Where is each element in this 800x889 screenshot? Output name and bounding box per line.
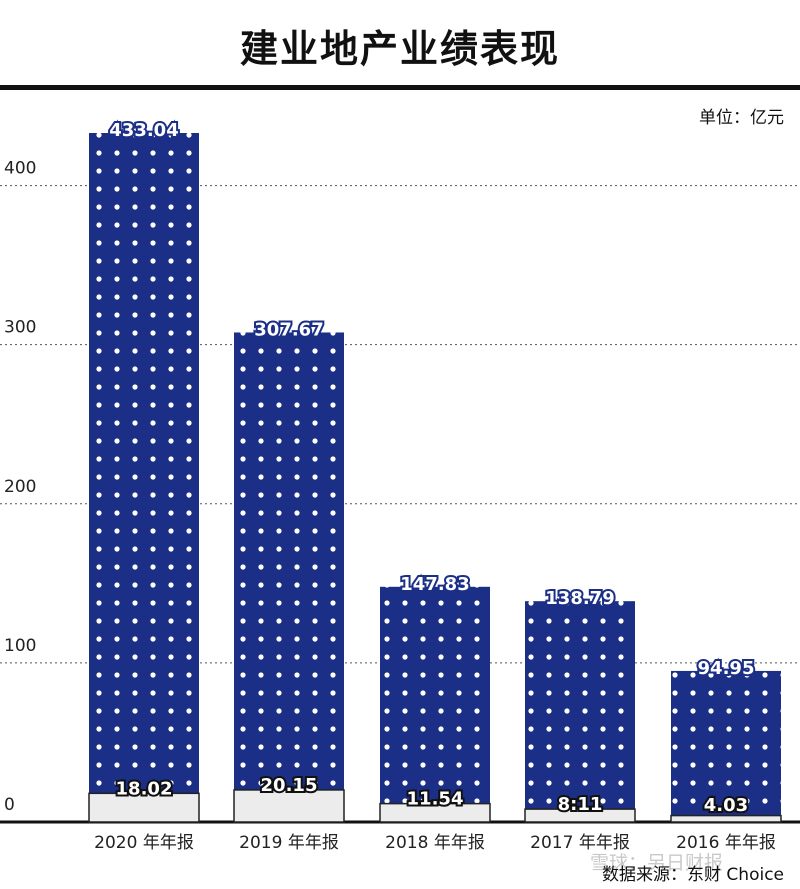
watermark: 雪球：另日财报: [590, 852, 724, 874]
bar: [525, 601, 635, 822]
sub-bar-value-label: 18.02: [116, 778, 173, 799]
sub-bar-value-label: 4.03: [704, 795, 748, 816]
bar: [234, 332, 344, 822]
bar-value-label: 433.04: [109, 120, 178, 141]
x-tick-label: 2020 年年报: [94, 833, 194, 853]
bar-value-label: 307.67: [254, 319, 323, 340]
sub-bar: [524, 808, 636, 823]
bar-value-label: 138.79: [545, 588, 614, 609]
bar: [89, 133, 199, 822]
bar-value-label: 147.83: [400, 574, 469, 595]
chart-title: 建业地产业绩表现: [239, 27, 560, 71]
bar: [380, 586, 490, 822]
title-divider: [0, 85, 800, 90]
x-tick-label: 2017 年年报: [530, 833, 630, 853]
sub-bar-value-label: 8:11: [558, 794, 603, 815]
source-label: 数据来源：东财 Choice: [602, 865, 784, 885]
sub-bar: [88, 792, 200, 823]
y-tick-label: 400: [4, 159, 36, 179]
bar: [671, 670, 781, 822]
sub-bar: [670, 814, 782, 823]
y-tick-label: 200: [4, 477, 36, 497]
sub-bar-value-label: 20.15: [261, 775, 318, 796]
y-tick-label: 100: [4, 636, 36, 656]
bar-value-label: 94.95: [698, 658, 755, 679]
x-tick-label: 2019 年年报: [239, 833, 339, 853]
y-tick-label: 300: [4, 318, 36, 338]
sub-bar: [379, 802, 491, 823]
x-tick-label: 2018 年年报: [385, 833, 485, 853]
sub-bar: [233, 789, 345, 823]
y-tick-label: 0: [4, 795, 15, 815]
x-tick-label: 2016 年年报: [676, 833, 776, 853]
unit-label: 单位：亿元: [699, 108, 784, 128]
sub-bar-value-label: 11.54: [407, 789, 464, 810]
